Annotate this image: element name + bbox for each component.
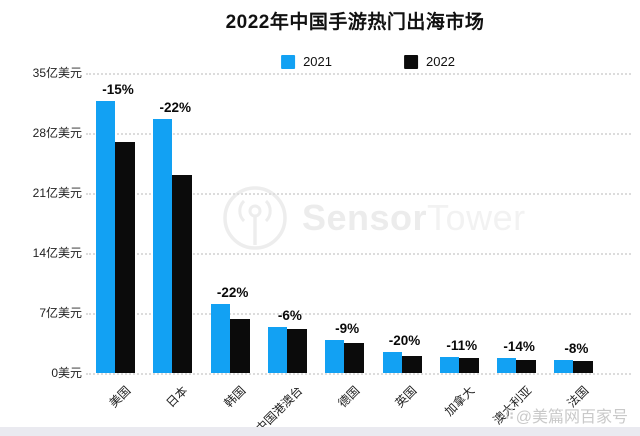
bar-2021-中国港澳台 [267,326,287,373]
y-axis-label-1: 28亿美元 [32,126,82,140]
credit-text: @美篇网百家号 [515,409,628,426]
change-label-法国: -8% [564,341,589,357]
bar-2021-法国 [554,360,574,373]
x-axis-label-英国: 英国 [392,383,420,411]
bar-2021-德国 [325,339,345,373]
legend-swatch-2021 [281,54,296,69]
bar-2022-中国港澳台 [286,329,307,373]
change-label-加拿大: -11% [446,337,478,353]
change-label-英国: -20% [388,332,421,348]
change-label-澳大利亚: -14% [503,338,535,354]
legend-label-2021: 2021 [303,54,332,69]
bar-2022-德国 [344,343,365,373]
bar-2021-美国 [96,101,115,373]
legend-item-2021: 2021 [281,54,332,69]
y-axis-label-2: 21亿美元 [32,186,82,200]
change-label-韩国: -22% [216,284,249,300]
bar-2022-日本 [172,175,193,373]
gridline-5 [86,373,631,375]
change-label-中国港澳台: -6% [277,307,302,323]
gridline-2 [86,193,631,195]
bar-2022-澳大利亚 [516,360,537,373]
bar-2021-加拿大 [439,356,459,373]
bar-2021-澳大利亚 [497,357,517,373]
legend-swatch-2022 [404,54,418,69]
y-axis-label-0: 35亿美元 [32,66,82,80]
gridline-4 [86,313,631,315]
gridline-0 [86,73,631,75]
bar-2022-美国 [115,141,135,373]
x-axis-label-韩国: 韩国 [221,383,248,411]
change-label-美国: -15% [102,82,134,98]
bar-2022-英国 [401,355,422,373]
bar-2021-韩国 [210,303,230,373]
bar-2021-英国 [382,351,402,373]
bar-2022-加拿大 [458,358,479,373]
x-axis-label-美国: 美国 [106,383,134,411]
x-axis-label-加拿大: 加拿大 [441,383,478,419]
bar-2022-韩国 [229,319,250,373]
x-axis-label-日本: 日本 [163,383,191,411]
chart-title: 2022年中国手游热门出海市场 [225,12,485,33]
bottom-strip [0,427,640,436]
bar-2022-法国 [573,361,594,373]
change-label-德国: -9% [335,320,360,336]
legend-item-2022: 2022 [404,54,455,69]
x-axis-label-德国: 德国 [335,383,363,411]
bar-2021-日本 [153,119,173,373]
y-axis-label-5: 0美元 [51,366,82,380]
credit-watermark: ⠿ @美篇网百家号 [504,403,628,427]
change-label-日本: -22% [159,100,192,116]
credit-logo-icon: ⠿ [503,407,515,424]
gridline-3 [86,253,631,255]
legend-label-2022: 2022 [426,54,455,69]
gridline-1 [86,133,631,135]
y-axis-label-4: 7亿美元 [39,306,82,320]
y-axis-label-3: 14亿美元 [32,246,82,260]
legend: 2021 2022 [281,54,455,69]
